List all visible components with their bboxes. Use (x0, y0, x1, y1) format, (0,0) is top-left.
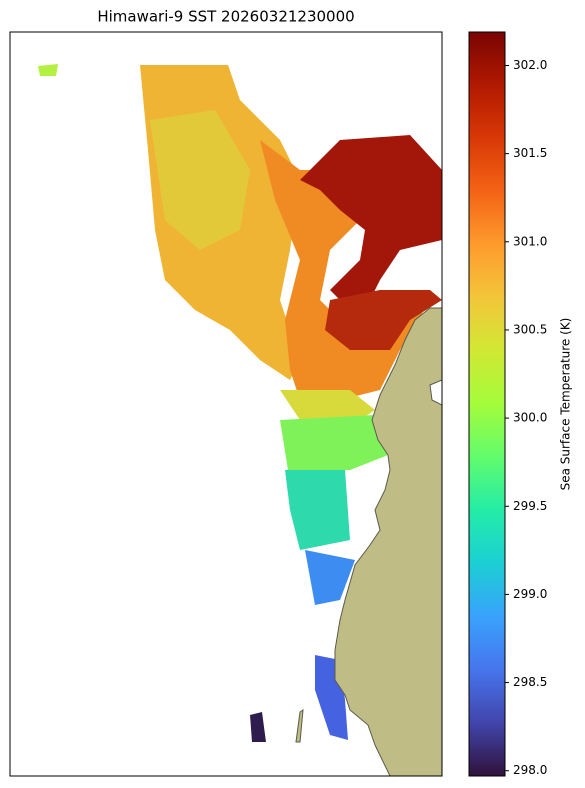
sst-patch (300, 135, 442, 305)
colorbar-tick-label: 298.5 (513, 675, 547, 689)
sst-patch (250, 712, 266, 742)
colorbar-tick-label: 301.5 (513, 146, 547, 160)
colorbar-tick-label: 300.0 (513, 411, 547, 425)
colorbar-tick-label: 298.0 (513, 763, 547, 777)
sst-patch (280, 415, 388, 470)
colorbar-tick-label: 300.5 (513, 322, 547, 336)
colorbar-tick-label: 301.0 (513, 234, 547, 248)
sst-patch (285, 470, 350, 550)
sst-patch (38, 64, 58, 76)
island (295, 709, 304, 743)
map-title: Himawari-9 SST 20260321230000 (97, 8, 354, 26)
colorbar: 298.0 298.5 299.0 299.5 300.0 300.5 301.0 301.5… (468, 31, 547, 777)
colorbar-tick-label: 299.0 (513, 587, 547, 601)
colorbar-tick-label: 299.5 (513, 499, 547, 513)
map (9, 31, 443, 777)
colorbar-label: Sea Surface Temperature (K) (559, 318, 573, 491)
sst-patch (280, 390, 375, 420)
sst-patch (305, 550, 355, 605)
map-frame (9, 31, 443, 777)
sst-field (38, 64, 442, 742)
colorbar-scale (468, 31, 506, 777)
sst-patch (325, 290, 442, 350)
sst-patch (150, 110, 250, 250)
colorbar-tick-label: 302.0 (513, 58, 547, 72)
